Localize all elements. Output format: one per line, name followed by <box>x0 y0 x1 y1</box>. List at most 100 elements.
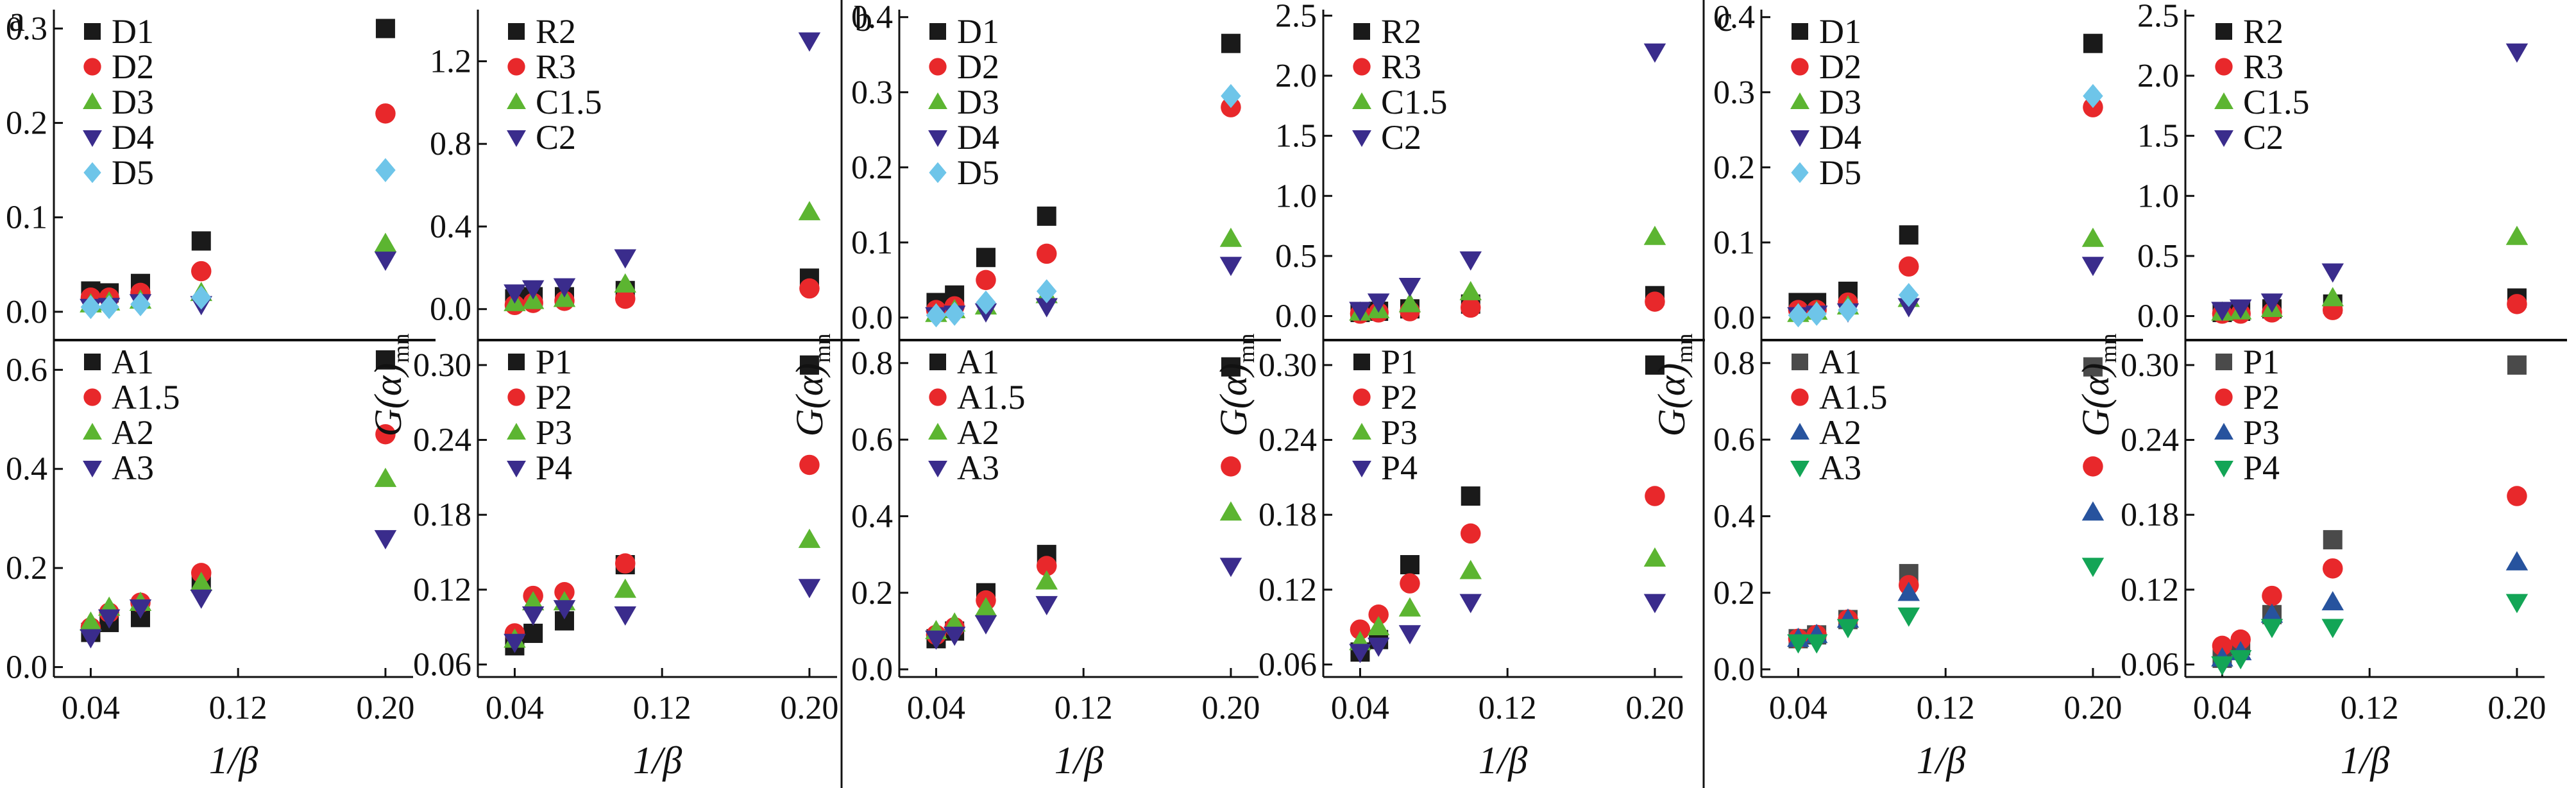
c-P-point-P4 <box>2260 619 2284 638</box>
b-R-legend-label: C1.5 <box>1381 83 1448 121</box>
c-R-legend-marker-C2 <box>2214 130 2233 147</box>
c-D-y-tick-label: 0.3 <box>1713 74 1755 111</box>
b-R-point-C2 <box>1367 293 1390 313</box>
c-A-legend-marker-A3 <box>1790 460 1809 477</box>
a-P-legend-label: P4 <box>536 449 572 487</box>
c-D-legend-label: D5 <box>1819 153 1861 192</box>
b-D-legend-marker-D4 <box>928 130 947 147</box>
a-A-legend-marker-A3 <box>83 460 102 477</box>
c-R-y-tick-label: 1.5 <box>2137 118 2179 155</box>
c-A-point-A2 <box>2081 501 2105 521</box>
b-P-legend-marker-P4 <box>1352 460 1371 477</box>
b-D-point-D5 <box>926 303 947 328</box>
a-D-point-D5 <box>99 295 119 320</box>
b-P-point-P4 <box>1398 625 1421 645</box>
c-P-point-P4 <box>2505 594 2529 613</box>
c-A-legend-label: A3 <box>1819 449 1861 487</box>
b-R-y-tick-label: 2.5 <box>1275 0 1317 34</box>
a-R-point-C1.5 <box>798 201 821 221</box>
c-D-legend-label: D4 <box>1819 118 1861 157</box>
a-D-y-tick-label: 0.0 <box>6 294 47 330</box>
b-P-x-tick-label: 0.04 <box>1331 690 1389 726</box>
b-P-y-tick-label: 0.06 <box>1258 647 1317 683</box>
b-A-x-tick-label: 0.04 <box>907 690 965 726</box>
a-A-point-A1.5 <box>375 424 396 445</box>
b-A-point-A2 <box>1035 570 1058 590</box>
a-A-x-tick-label: 0.20 <box>356 690 414 726</box>
c-P-point-P2 <box>2322 558 2343 579</box>
b-R-legend-marker-C1.5 <box>1352 92 1371 110</box>
a-R-legend-marker-R2 <box>508 23 525 40</box>
b-R-point-R3 <box>1460 297 1481 318</box>
b-A-legend-label: A1.5 <box>957 378 1026 416</box>
a-A-point-A3 <box>129 599 152 619</box>
c-A-legend-marker-A1.5 <box>1791 388 1809 406</box>
b-A-x-tick-label: 0.12 <box>1055 690 1113 726</box>
c-x-axis-title: 1/β <box>2341 739 2390 782</box>
c-D-point-D1 <box>1899 225 1919 245</box>
y-axis-title-subscript: mn <box>388 334 414 363</box>
b-P-point-P3 <box>1367 615 1390 635</box>
c-A-legend-marker-A1 <box>1792 354 1808 370</box>
a-R-point-C2 <box>521 280 545 300</box>
a-y-axis-title: G(α)mn <box>367 334 414 437</box>
b-P-point-P4 <box>1459 594 1482 613</box>
a-A-legend-marker-A1 <box>84 354 101 370</box>
c-D-legend-marker-D1 <box>1792 23 1808 40</box>
a-A-x-tick-label: 0.04 <box>62 690 120 726</box>
a-D-legend-label: D3 <box>112 83 154 121</box>
b-R-y-tick-label: 1.0 <box>1275 178 1317 214</box>
y-axis-title-main: G(α) <box>2074 363 2117 437</box>
a-P-point-P2 <box>799 454 820 475</box>
c-A-legend-label: A2 <box>1819 413 1861 452</box>
b-A-point-A2 <box>1219 501 1242 521</box>
y-axis-title-subscript: mn <box>809 334 835 363</box>
c-P-point-P3 <box>2321 591 2344 611</box>
a-P-point-P4 <box>504 633 526 653</box>
a-R-legend-marker-C2 <box>507 130 526 147</box>
a-A-point-A2 <box>374 467 397 487</box>
b-A-point-A1.5 <box>1221 456 1241 477</box>
a-P-point-P4 <box>614 606 636 626</box>
b-D-legend-label: D4 <box>957 118 999 157</box>
b-A-point-A3 <box>925 630 947 650</box>
c-A-y-tick-label: 0.0 <box>1713 651 1755 688</box>
b-P-legend-label: P3 <box>1381 413 1418 452</box>
a-R-y-tick-label: 0.4 <box>430 209 471 245</box>
b-P-point-P2 <box>1645 486 1665 506</box>
c-D-y-tick-label: 0.0 <box>1713 300 1755 336</box>
c-P-point-P2 <box>2212 635 2233 656</box>
b-A-point-A1.5 <box>1036 556 1057 576</box>
b-A-legend-label: A2 <box>957 413 999 452</box>
b-P-point-P2 <box>1460 523 1481 544</box>
a-P-legend-marker-P3 <box>507 423 526 440</box>
c-R-point-C2 <box>2211 302 2233 321</box>
b-R-point-C1.5 <box>1459 280 1482 300</box>
a-R-point-R3 <box>614 288 636 309</box>
a-R-point-C2 <box>553 278 576 298</box>
b-A-legend-marker-A3 <box>928 460 947 477</box>
b-P-point-P1 <box>1400 555 1419 574</box>
c-P-point-P1 <box>2507 355 2527 375</box>
y-axis-title-subscript: mn <box>2096 334 2121 363</box>
a-R-legend-label: C1.5 <box>536 83 602 121</box>
c-A-y-tick-label: 0.8 <box>1713 345 1755 382</box>
c-P-y-tick-label: 0.18 <box>2121 497 2179 533</box>
c-R-y-tick-label: 0.5 <box>2137 238 2179 275</box>
c-P-y-tick-label: 0.24 <box>2121 422 2179 459</box>
b-A-point-A3 <box>1035 595 1058 615</box>
c-R-y-tick-label: 0.0 <box>2137 298 2179 335</box>
a-P-y-tick-label: 0.24 <box>413 422 471 459</box>
b-P-legend-marker-P3 <box>1352 423 1371 440</box>
c-R-point-C2 <box>2321 263 2344 283</box>
c-R-point-C1.5 <box>2505 225 2529 245</box>
b-D-y-tick-label: 0.1 <box>851 225 893 261</box>
c-P-legend-marker-P2 <box>2215 388 2233 406</box>
b-D-legend-marker-D2 <box>929 58 947 76</box>
c-D-point-D5 <box>1898 283 1919 307</box>
a-P-legend-marker-P1 <box>508 354 525 370</box>
a-P-y-tick-label: 0.18 <box>413 497 471 533</box>
a-P-point-P4 <box>521 606 545 626</box>
c-P-legend-label: P2 <box>2243 378 2280 416</box>
c-P-y-tick-label: 0.30 <box>2121 347 2179 384</box>
